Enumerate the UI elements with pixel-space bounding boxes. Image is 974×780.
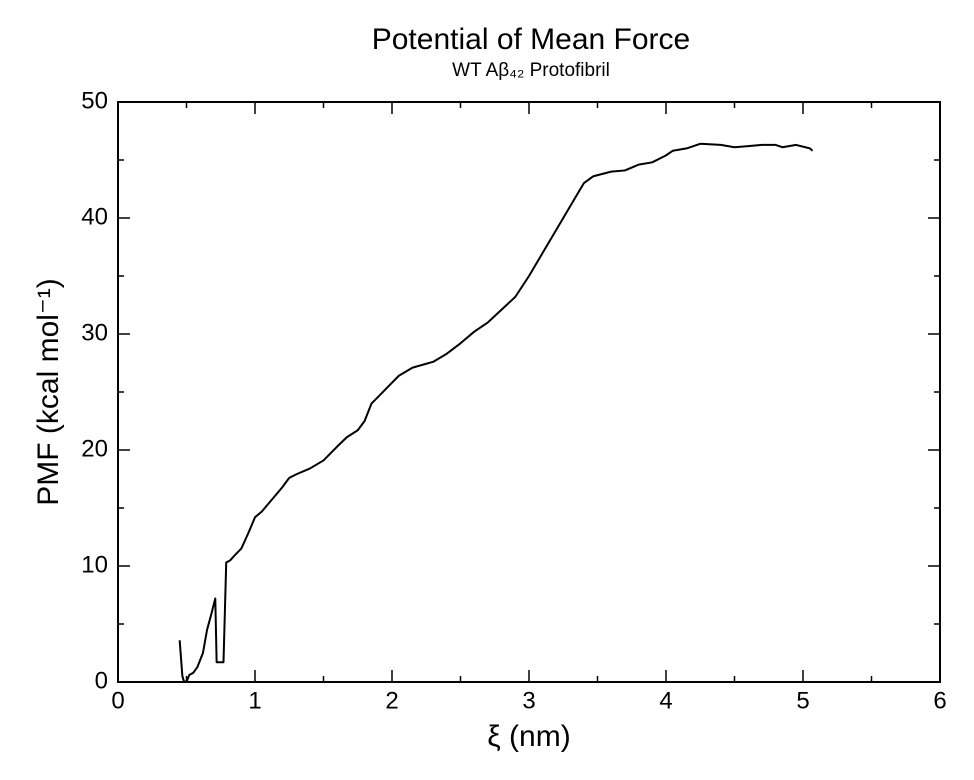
x-tick-label: 0: [111, 687, 124, 714]
data-line: [178, 142, 814, 683]
x-tick-label: 6: [933, 687, 946, 714]
y-axis-label: PMF (kcal mol⁻¹): [32, 278, 65, 506]
chart-title: Potential of Mean Force: [372, 23, 691, 56]
x-tick-label: 2: [385, 687, 398, 714]
x-tick-label: 5: [796, 687, 809, 714]
y-tick-label: 20: [81, 435, 108, 462]
x-tick-label: 1: [248, 687, 261, 714]
chart-subtitle: WT Aβ₄₂ Protofibril: [452, 60, 610, 81]
y-tick-label: 50: [81, 87, 108, 114]
y-tick-label: 0: [95, 667, 108, 694]
y-tick-label: 30: [81, 319, 108, 346]
y-tick-label: 40: [81, 203, 108, 230]
plot-frame: [117, 101, 941, 683]
x-axis-label: ξ (nm): [487, 720, 570, 753]
x-tick-label: 3: [522, 687, 535, 714]
x-tick-label: 4: [659, 687, 672, 714]
y-tick-label: 10: [81, 551, 108, 578]
